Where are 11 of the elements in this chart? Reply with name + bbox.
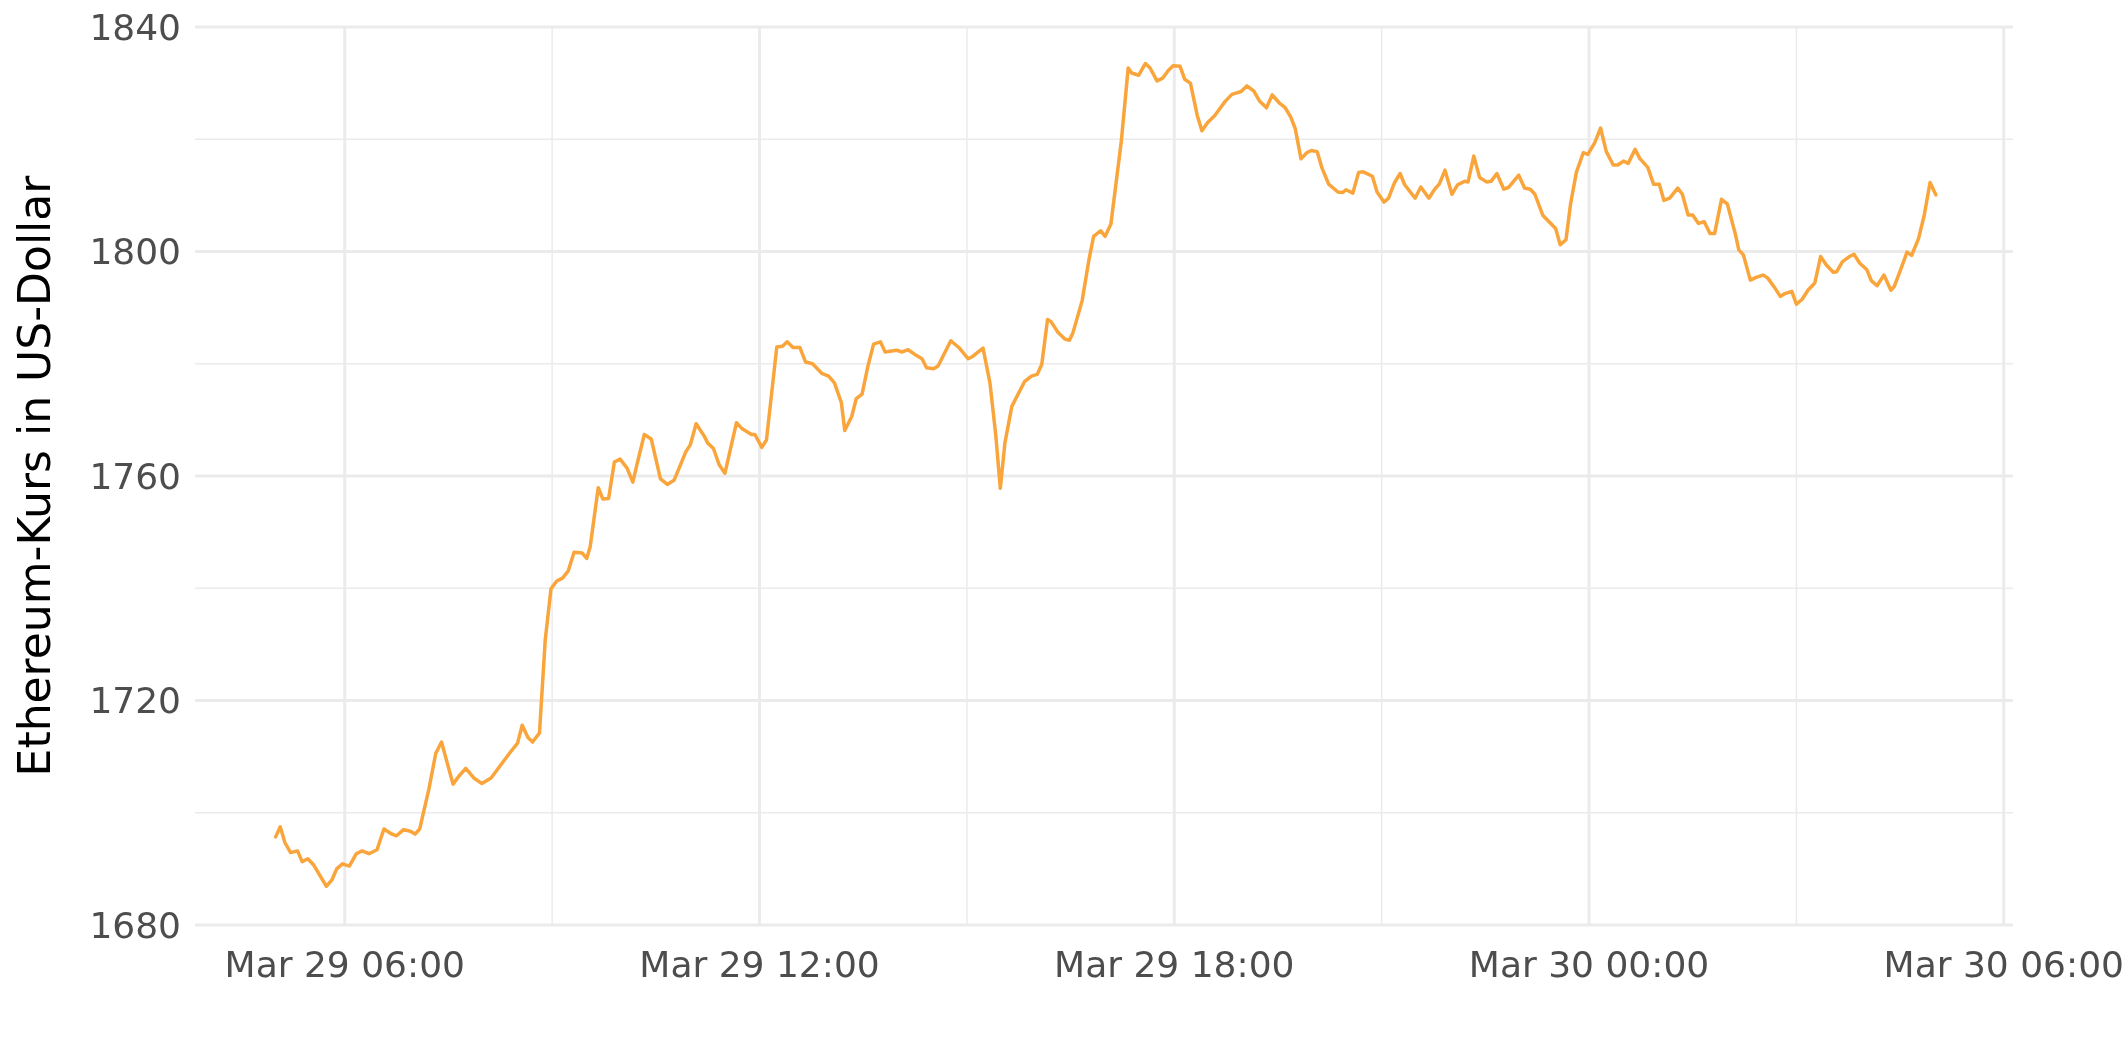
x-tick-label: Mar 30 00:00 bbox=[1468, 944, 1710, 985]
y-tick-label: 1760 bbox=[89, 455, 181, 497]
y-tick-label: 1800 bbox=[89, 231, 181, 273]
y-tick-label: 1680 bbox=[89, 904, 181, 946]
y-tick-label: 1840 bbox=[89, 6, 181, 48]
x-tick-label: Mar 29 06:00 bbox=[224, 944, 465, 985]
x-tick-label: Mar 29 18:00 bbox=[1054, 944, 1295, 985]
x-tick-label: Mar 29 12:00 bbox=[639, 944, 880, 985]
x-tick-label: Mar 30 06:00 bbox=[1883, 944, 2124, 985]
y-tick-label: 1720 bbox=[89, 680, 181, 722]
y-axis-title: Ethereum-Kurs in US-Dollar bbox=[9, 174, 60, 777]
